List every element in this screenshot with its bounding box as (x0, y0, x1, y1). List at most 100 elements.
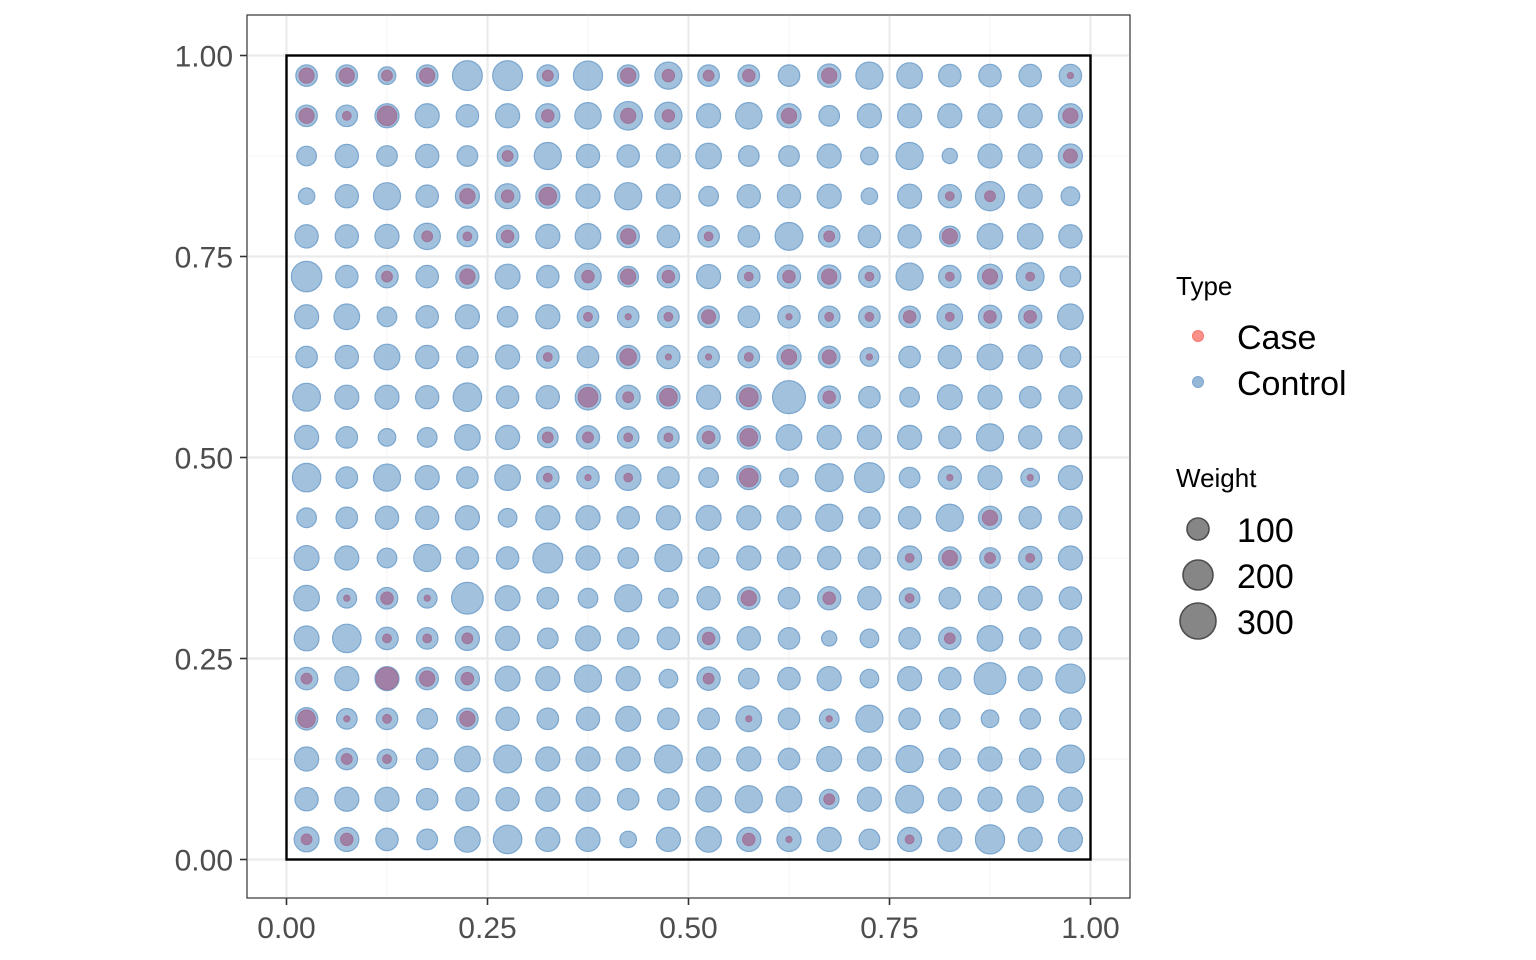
control-point (536, 586, 560, 610)
case-point (500, 189, 515, 203)
control-point (575, 706, 601, 732)
control-point (895, 262, 924, 291)
case-point (785, 313, 793, 321)
control-point (816, 545, 842, 571)
legend: Type Case Control Weight 100 200 300 (1176, 271, 1347, 642)
control-point (977, 585, 1003, 611)
case-point (738, 467, 759, 488)
control-point (856, 424, 883, 451)
case-point (419, 670, 436, 687)
control-point (614, 584, 643, 613)
control-point (977, 384, 1003, 410)
control-point (695, 263, 722, 290)
case-point (584, 473, 592, 482)
control-point (616, 787, 640, 811)
case-point (984, 552, 996, 564)
control-point (616, 627, 640, 650)
control-point (975, 423, 1005, 452)
control-point (454, 745, 481, 773)
control-point (895, 744, 924, 774)
control-point (334, 665, 360, 692)
case-points (297, 67, 1079, 847)
control-point (536, 627, 559, 650)
control-point (1018, 385, 1042, 409)
case-point (382, 633, 392, 644)
control-point (937, 786, 963, 812)
control-point (414, 344, 440, 370)
control-point (455, 546, 480, 570)
case-point (620, 67, 637, 84)
legend-weight-300-label: 300 (1237, 604, 1294, 642)
control-point (936, 384, 963, 411)
control-point (654, 543, 683, 573)
case-point (983, 310, 997, 324)
case-point (745, 715, 753, 723)
case-point (623, 432, 634, 443)
control-point (1017, 143, 1043, 169)
legend-weight-200-label: 200 (1237, 558, 1294, 596)
case-point (821, 349, 837, 365)
case-point (460, 671, 475, 686)
case-point (1025, 553, 1036, 563)
control-point (856, 786, 883, 812)
control-point (615, 746, 641, 772)
control-point (416, 707, 439, 730)
control-point (777, 586, 801, 610)
control-point (1057, 464, 1084, 491)
control-point (334, 183, 360, 209)
control-point (777, 666, 801, 691)
case-point (461, 632, 474, 645)
control-point (937, 344, 963, 370)
case-point (941, 549, 958, 567)
x-tick-label: 0.75 (860, 912, 918, 945)
control-point (335, 466, 359, 489)
control-point (334, 224, 360, 249)
case-point (782, 269, 796, 284)
case-point (298, 107, 315, 124)
control-point (575, 183, 601, 209)
control-point (814, 463, 844, 493)
control-point (296, 145, 318, 167)
control-point (415, 747, 439, 771)
control-point (494, 263, 521, 290)
control-point (573, 664, 603, 693)
control-point (1058, 586, 1083, 610)
control-point (497, 507, 518, 528)
control-point (574, 223, 602, 250)
control-point (977, 786, 1003, 812)
control-point (1057, 786, 1084, 812)
control-point (335, 264, 359, 289)
control-point (296, 507, 318, 529)
control-point (779, 467, 799, 488)
control-point (778, 145, 800, 167)
control-point (575, 143, 601, 169)
control-point (335, 426, 359, 449)
case-point (624, 313, 632, 321)
control-point (575, 826, 601, 853)
case-point (743, 352, 754, 362)
control-point (976, 625, 1004, 652)
control-point (858, 385, 881, 409)
control-point (657, 787, 680, 811)
control-point (535, 223, 561, 250)
case-point (1025, 271, 1036, 282)
case-point (300, 833, 313, 846)
case-point (542, 472, 553, 483)
control-point (655, 183, 682, 209)
control-point (859, 668, 880, 689)
case-point (664, 353, 673, 361)
case-point (701, 430, 716, 445)
control-point (1017, 665, 1043, 692)
case-point (822, 591, 836, 605)
control-point (334, 545, 360, 571)
case-point (423, 594, 431, 602)
control-point (816, 183, 842, 209)
case-point (382, 713, 392, 724)
control-point (737, 145, 760, 167)
control-point (414, 505, 440, 531)
legend-control-swatch (1192, 376, 1204, 388)
case-point (904, 834, 915, 845)
control-point (536, 707, 560, 731)
control-point (657, 707, 680, 731)
